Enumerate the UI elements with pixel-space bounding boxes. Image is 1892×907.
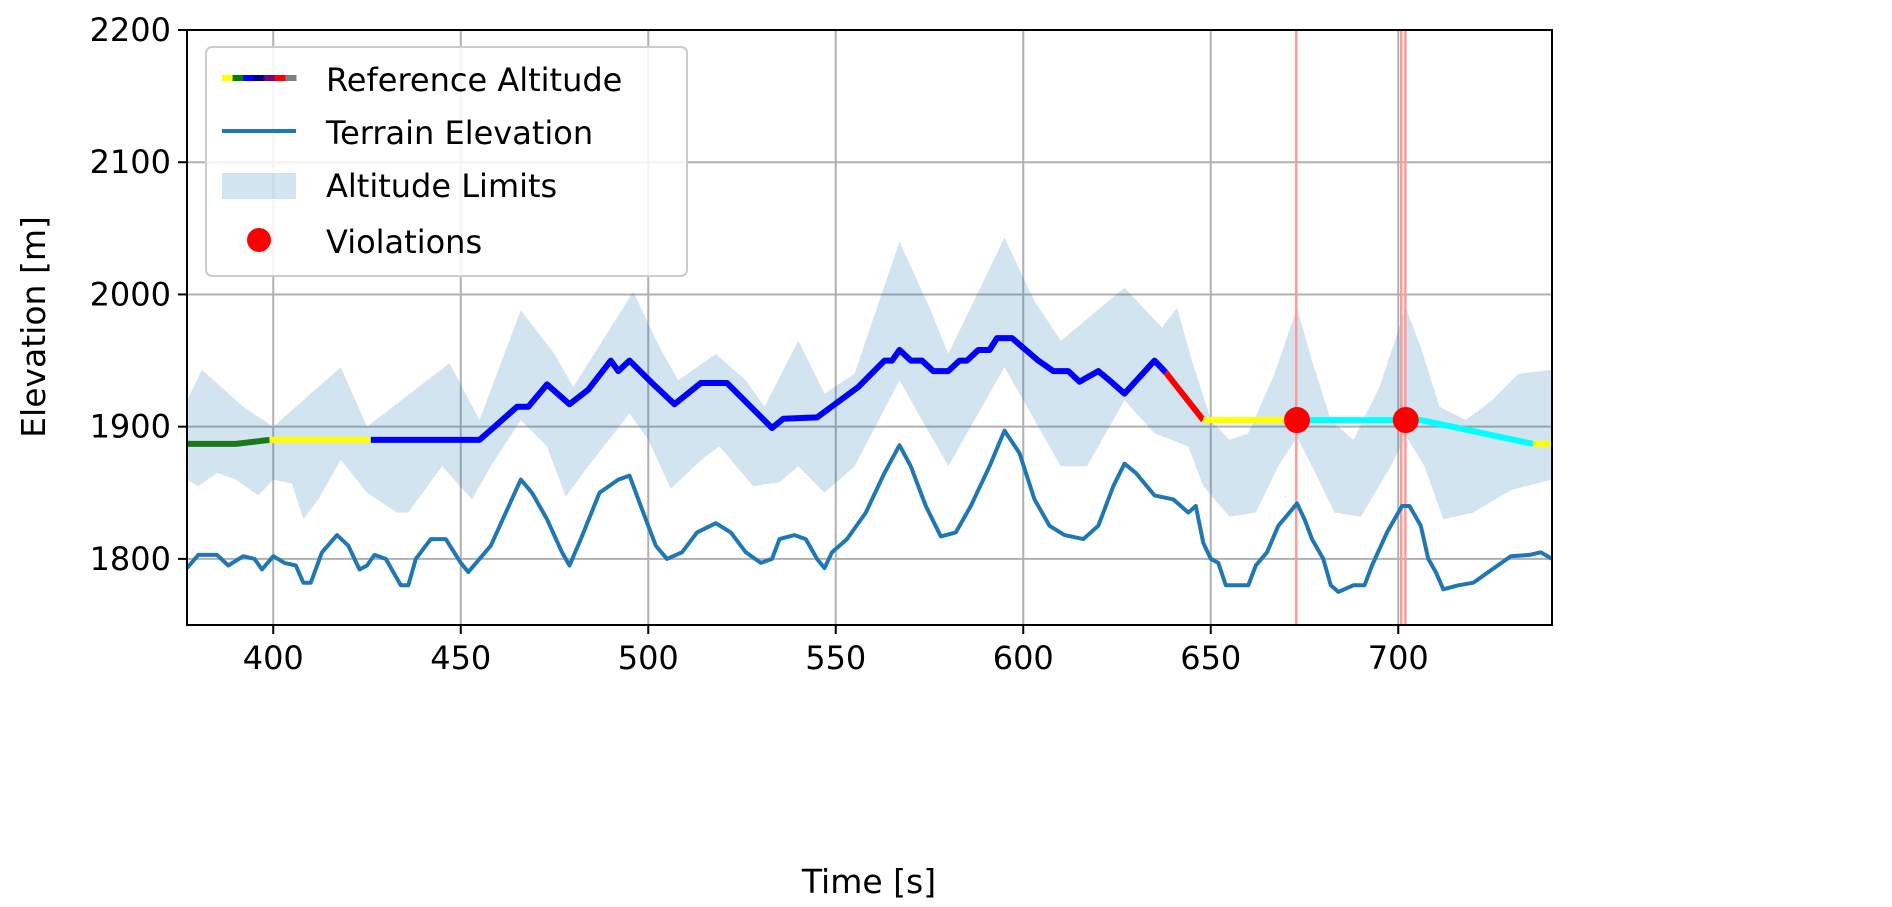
legend-swatch-segment: [285, 75, 297, 81]
legend-swatch-segment: [243, 75, 255, 81]
violation-point: [1392, 407, 1419, 434]
y-axis-ticks: 1800 1900 2000 2100 2200: [90, 11, 187, 578]
reference-altitude-segment: [187, 436, 270, 447]
y-tick-label: 2100: [90, 143, 171, 181]
x-tick-label: 400: [243, 639, 304, 677]
violation-markers: [1284, 407, 1419, 434]
legend-swatch-segment: [253, 75, 265, 81]
terrain-line: [185, 428, 1554, 594]
reference-altitude-segment: [370, 335, 1168, 443]
reference-altitude-legend-swatch: [222, 75, 297, 81]
x-tick-label: 600: [993, 639, 1054, 677]
x-tick-label: 500: [618, 639, 679, 677]
legend-swatch-segment: [274, 75, 286, 81]
x-axis-ticks: 400 450 500 550 600 650 700: [243, 625, 1429, 677]
x-tick-label: 650: [1180, 639, 1241, 677]
y-tick-label: 2200: [90, 11, 171, 49]
x-axis-label: Time [s]: [801, 862, 936, 901]
legend-swatch-segment: [232, 75, 244, 81]
legend-box: [205, 46, 688, 277]
reference-altitude-segment: [1304, 417, 1534, 447]
reference-altitude-segment: [1163, 370, 1206, 422]
terrain-elevation-series: [185, 428, 1554, 594]
y-tick-label: 2000: [90, 275, 171, 313]
x-tick-label: 700: [1368, 639, 1429, 677]
y-axis-label: Elevation [m]: [14, 216, 53, 438]
violations-legend-marker: [247, 228, 271, 252]
legend-swatch-segment: [264, 75, 276, 81]
x-tick-label: 550: [805, 639, 866, 677]
legend: Reference Altitude Terrain Elevation Alt…: [205, 46, 688, 277]
plot-frame: [186, 29, 1553, 626]
y-tick-label: 1900: [90, 408, 171, 446]
x-tick-label: 450: [430, 639, 491, 677]
y-tick-label: 1800: [90, 540, 171, 578]
legend-altitude-limits: Altitude Limits: [326, 167, 557, 205]
violation-lines: [1295, 30, 1407, 625]
limits-legend-swatch: [222, 173, 296, 199]
violation-point: [1284, 407, 1310, 434]
legend-reference-altitude: Reference Altitude: [326, 61, 622, 99]
legend-violations: Violations: [326, 223, 482, 261]
legend-swatch-segment: [222, 75, 234, 81]
legend-terrain-elevation: Terrain Elevation: [325, 114, 593, 152]
